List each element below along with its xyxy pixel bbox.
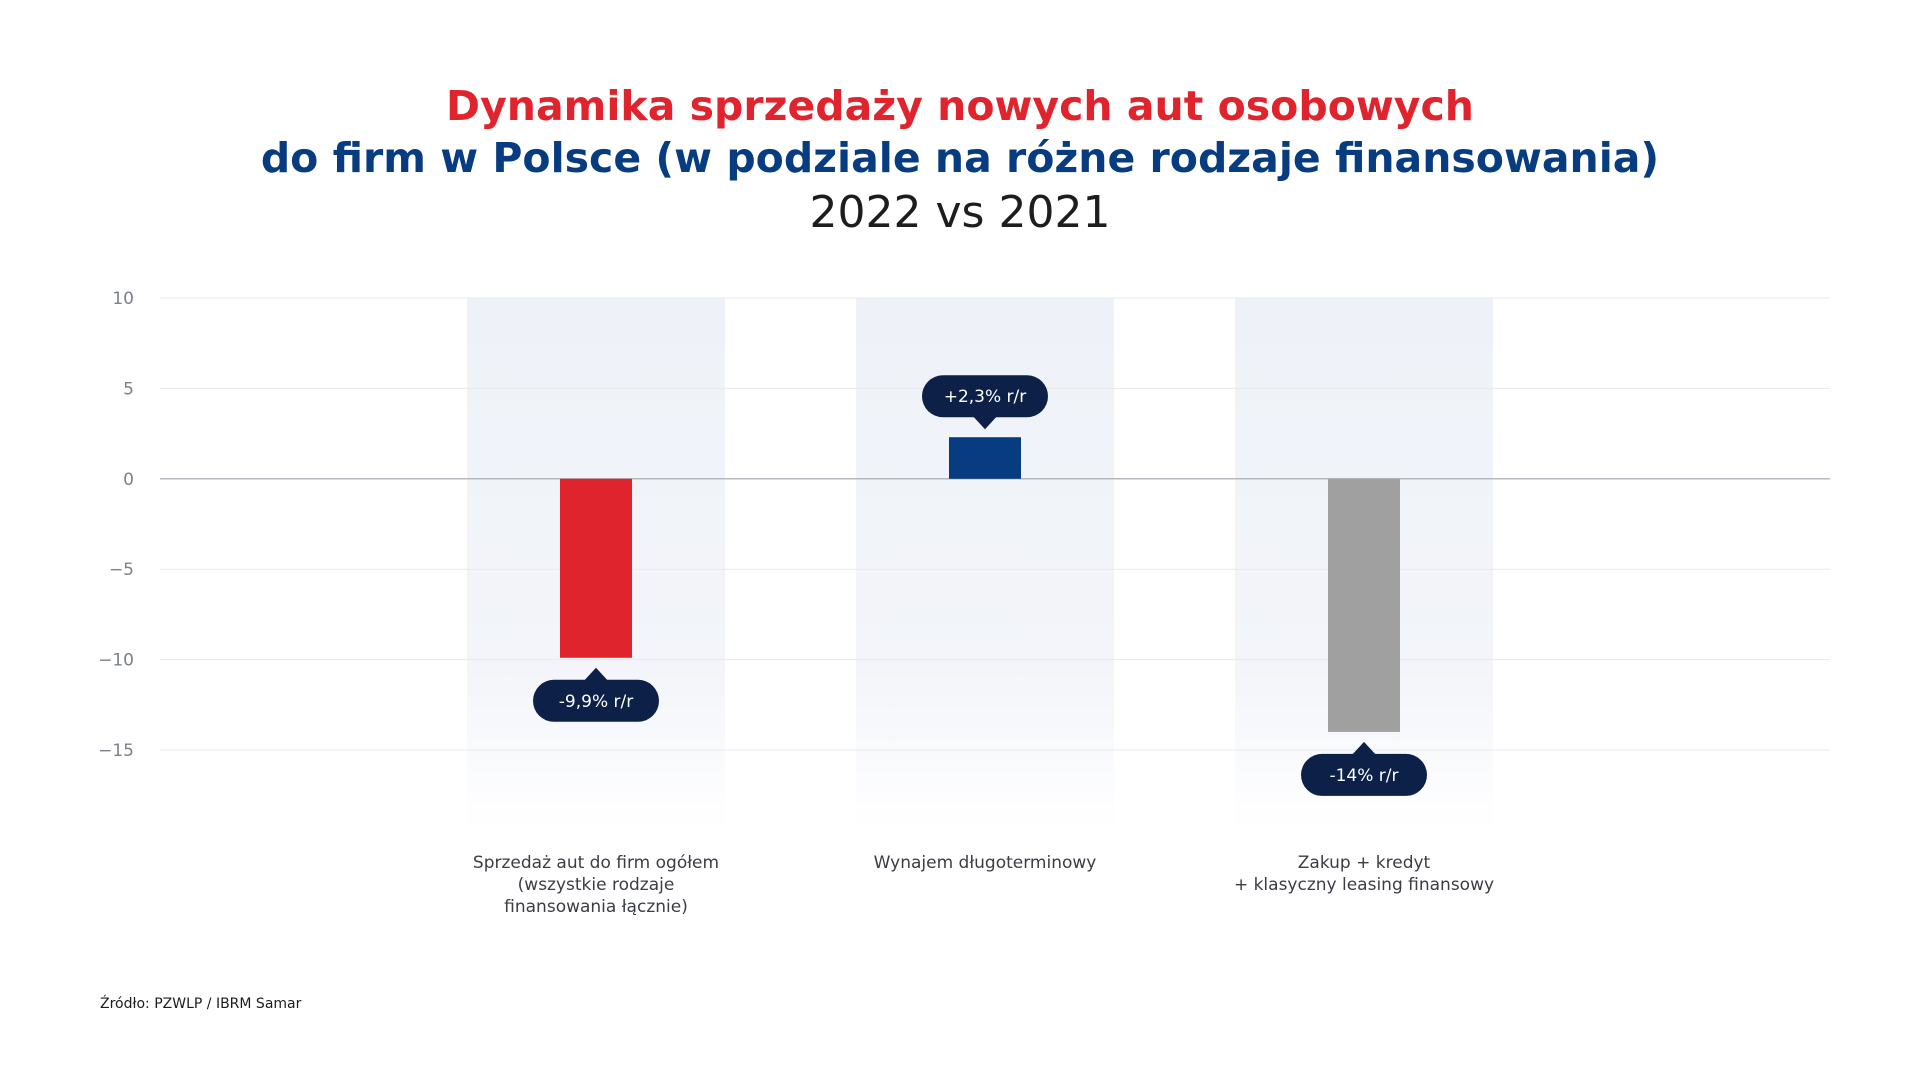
category-label-line: Wynajem długoterminowy bbox=[874, 853, 1097, 873]
y-tick-label: 10 bbox=[112, 289, 134, 309]
callout-pointer bbox=[1352, 741, 1376, 755]
y-tick-label: 5 bbox=[123, 379, 134, 399]
bar bbox=[1328, 478, 1400, 732]
category-label-line: Sprzedaż aut do firm ogółem bbox=[473, 853, 719, 873]
y-axis-ticks: 10 5 0 −5 −10 −15 bbox=[98, 289, 134, 761]
category-label-line: Zakup + kredyt bbox=[1298, 853, 1431, 873]
category-label: Wynajem długoterminowy bbox=[874, 853, 1097, 873]
chart-title-line-2: do firm w Polsce (w podziale na różne ro… bbox=[260, 134, 1660, 182]
callout-pointer bbox=[973, 416, 997, 430]
category-labels: Sprzedaż aut do firm ogółem (wszystkie ro… bbox=[473, 853, 1494, 917]
data-label: +2,3% r/r bbox=[944, 387, 1027, 407]
data-label-callout: +2,3% r/r bbox=[922, 375, 1048, 430]
chart-title-block: Dynamika sprzedaży nowych aut osobowych … bbox=[0, 80, 1920, 242]
data-label: -14% r/r bbox=[1329, 766, 1398, 786]
data-label-callout: -14% r/r bbox=[1301, 741, 1427, 796]
callout-bubble bbox=[922, 375, 1048, 418]
y-tick-label: 0 bbox=[123, 470, 134, 490]
callout-bubble bbox=[533, 679, 659, 722]
category-label: Sprzedaż aut do firm ogółem (wszystkie ro… bbox=[473, 853, 719, 917]
callout-bubble bbox=[1301, 753, 1427, 796]
data-label: -9,9% r/r bbox=[559, 692, 633, 712]
category-label-line: + klasyczny leasing finansowy bbox=[1234, 875, 1494, 895]
chart-subtitle: 2022 vs 2021 bbox=[809, 187, 1111, 238]
chart-title-line-1: Dynamika sprzedaży nowych aut osobowych bbox=[446, 82, 1474, 130]
source-note: Źródło: PZWLP / IBRM Samar bbox=[100, 996, 302, 1012]
bar bbox=[560, 478, 632, 658]
bars bbox=[560, 437, 1400, 732]
category-label: Zakup + kredyt + klasyczny leasing finans… bbox=[1234, 853, 1494, 895]
bar bbox=[949, 437, 1021, 479]
data-label-callouts: -9,9% r/r +2,3% r/r -14% r/r bbox=[533, 375, 1427, 796]
data-label-callout: -9,9% r/r bbox=[533, 667, 659, 722]
y-tick-label: −5 bbox=[109, 560, 134, 580]
y-tick-label: −10 bbox=[98, 651, 134, 671]
category-label-line: (wszystkie rodzaje bbox=[518, 875, 675, 895]
category-label-line: finansowania łącznie) bbox=[504, 897, 688, 917]
y-tick-label: −15 bbox=[98, 741, 134, 761]
callout-pointer bbox=[584, 667, 608, 681]
